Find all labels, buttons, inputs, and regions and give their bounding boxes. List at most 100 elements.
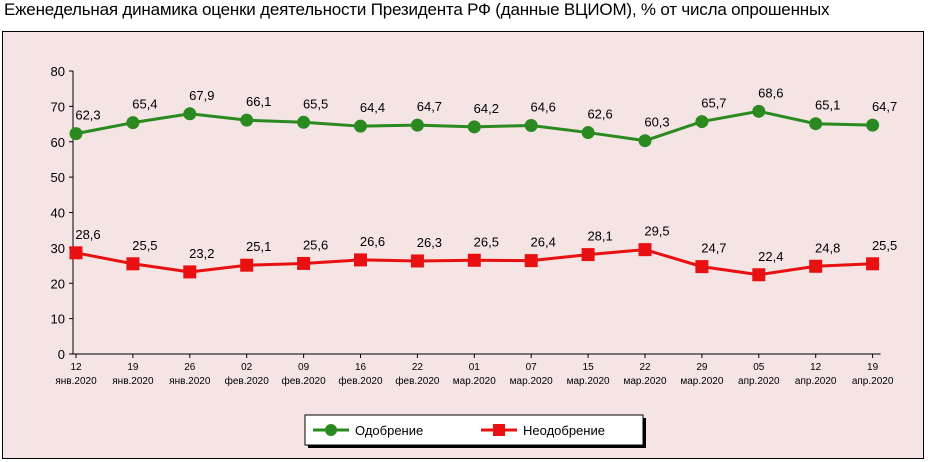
data-point — [467, 120, 481, 134]
x-tick-label: фев.2020 — [225, 375, 270, 387]
data-label: 25,5 — [872, 238, 897, 253]
x-tick-label: 09 — [298, 362, 310, 373]
data-point — [183, 265, 197, 279]
data-label: 26,3 — [417, 235, 442, 250]
data-label: 60,3 — [644, 115, 669, 130]
x-tick-label: 05 — [753, 362, 765, 373]
data-point — [581, 248, 595, 262]
data-point — [69, 246, 83, 260]
data-label: 65,5 — [303, 96, 328, 111]
x-tick-label: фев.2020 — [395, 375, 440, 387]
x-tick-label: янв.2020 — [55, 376, 97, 387]
data-label: 22,4 — [758, 249, 783, 264]
x-tick-label: фев.2020 — [282, 375, 327, 387]
data-label: 67,9 — [189, 88, 214, 103]
data-label: 68,6 — [758, 85, 783, 100]
legend — [304, 414, 644, 446]
data-point — [866, 257, 880, 271]
data-label: 24,8 — [815, 240, 840, 255]
x-tick-label: апр.2020 — [852, 376, 894, 387]
x-tick-label: 26 — [184, 362, 196, 373]
x-tick-label: 19 — [127, 362, 139, 373]
data-point — [354, 119, 367, 133]
data-label: 64,4 — [360, 100, 385, 115]
data-label: 25,5 — [132, 238, 157, 253]
x-tick-label: мар.2020 — [567, 376, 610, 387]
data-point — [126, 116, 140, 130]
data-label: 66,1 — [246, 94, 271, 109]
y-tick-label: 60 — [51, 135, 65, 150]
data-label: 28,1 — [587, 229, 612, 244]
x-tick-label: фев.2020 — [338, 375, 383, 387]
data-point — [240, 113, 254, 127]
line-chart: 0102030405060708012янв.202019янв.202026я… — [51, 64, 897, 448]
data-point — [695, 260, 709, 274]
y-tick-label: 50 — [51, 170, 65, 185]
data-label: 25,1 — [246, 239, 271, 254]
data-label: 65,7 — [701, 96, 726, 111]
data-point — [752, 104, 766, 118]
data-label: 26,4 — [531, 235, 556, 250]
data-point — [695, 115, 709, 129]
data-label: 25,6 — [303, 237, 328, 252]
data-point — [410, 254, 424, 268]
x-tick-label: 22 — [639, 362, 651, 373]
data-label: 29,5 — [644, 224, 669, 239]
data-point — [297, 115, 311, 129]
x-tick-label: мар.2020 — [510, 376, 553, 387]
x-tick-label: янв.2020 — [169, 376, 211, 387]
y-tick-label: 40 — [51, 206, 65, 221]
data-point — [638, 243, 652, 257]
data-point — [809, 259, 823, 273]
legend-label: Неодобрение — [523, 423, 605, 438]
data-point — [240, 258, 254, 272]
x-tick-label: 22 — [412, 362, 424, 373]
data-label: 26,5 — [474, 234, 499, 249]
chart-area: 0 10 20 30 40 50 60 70 80 12 янв.2020 19 янв.2020 26 я… — [2, 31, 924, 459]
data-point — [524, 254, 538, 268]
x-tick-label: 02 — [241, 362, 253, 373]
data-label: 24,7 — [701, 241, 726, 256]
y-tick-label: 70 — [51, 99, 65, 114]
x-tick-label: апр.2020 — [795, 376, 837, 387]
data-label: 26,6 — [360, 234, 385, 249]
x-tick-label: янв.2020 — [112, 376, 154, 387]
x-tick-label: 15 — [583, 362, 595, 373]
data-label: 65,4 — [132, 97, 157, 112]
data-label: 62,3 — [75, 108, 100, 123]
data-point — [410, 118, 424, 132]
x-tick-label: 19 — [867, 362, 879, 373]
x-tick-label: 16 — [355, 362, 367, 373]
data-label: 65,1 — [815, 98, 840, 113]
chart-title: Еженедельная динамика оценки деятельност… — [4, 0, 830, 19]
y-tick-label: 80 — [51, 64, 65, 79]
y-tick-label: 20 — [51, 276, 65, 291]
x-tick-label: мар.2020 — [680, 376, 723, 387]
data-point — [752, 268, 766, 282]
data-point — [581, 126, 595, 140]
data-point — [809, 117, 823, 131]
data-point — [183, 107, 197, 121]
x-tick-label: мар.2020 — [453, 376, 496, 387]
y-tick-label: 30 — [51, 241, 65, 256]
data-label: 62,6 — [587, 107, 612, 122]
data-point — [638, 134, 652, 148]
data-label: 28,6 — [75, 227, 100, 242]
data-point — [467, 253, 481, 267]
data-label: 64,6 — [531, 99, 556, 114]
legend-label: Одобрение — [355, 423, 423, 438]
legend-marker — [325, 424, 337, 436]
data-point — [354, 253, 367, 267]
data-point — [524, 118, 538, 132]
data-label: 64,7 — [872, 99, 897, 114]
x-tick-label: апр.2020 — [738, 376, 780, 387]
x-tick-label: 29 — [696, 362, 708, 373]
data-label: 23,2 — [189, 246, 214, 261]
legend-marker — [493, 424, 505, 436]
data-point — [297, 256, 311, 270]
x-tick-label: 01 — [469, 362, 481, 373]
data-point — [866, 118, 880, 132]
x-tick-label: 12 — [70, 362, 82, 373]
data-point — [69, 127, 83, 141]
